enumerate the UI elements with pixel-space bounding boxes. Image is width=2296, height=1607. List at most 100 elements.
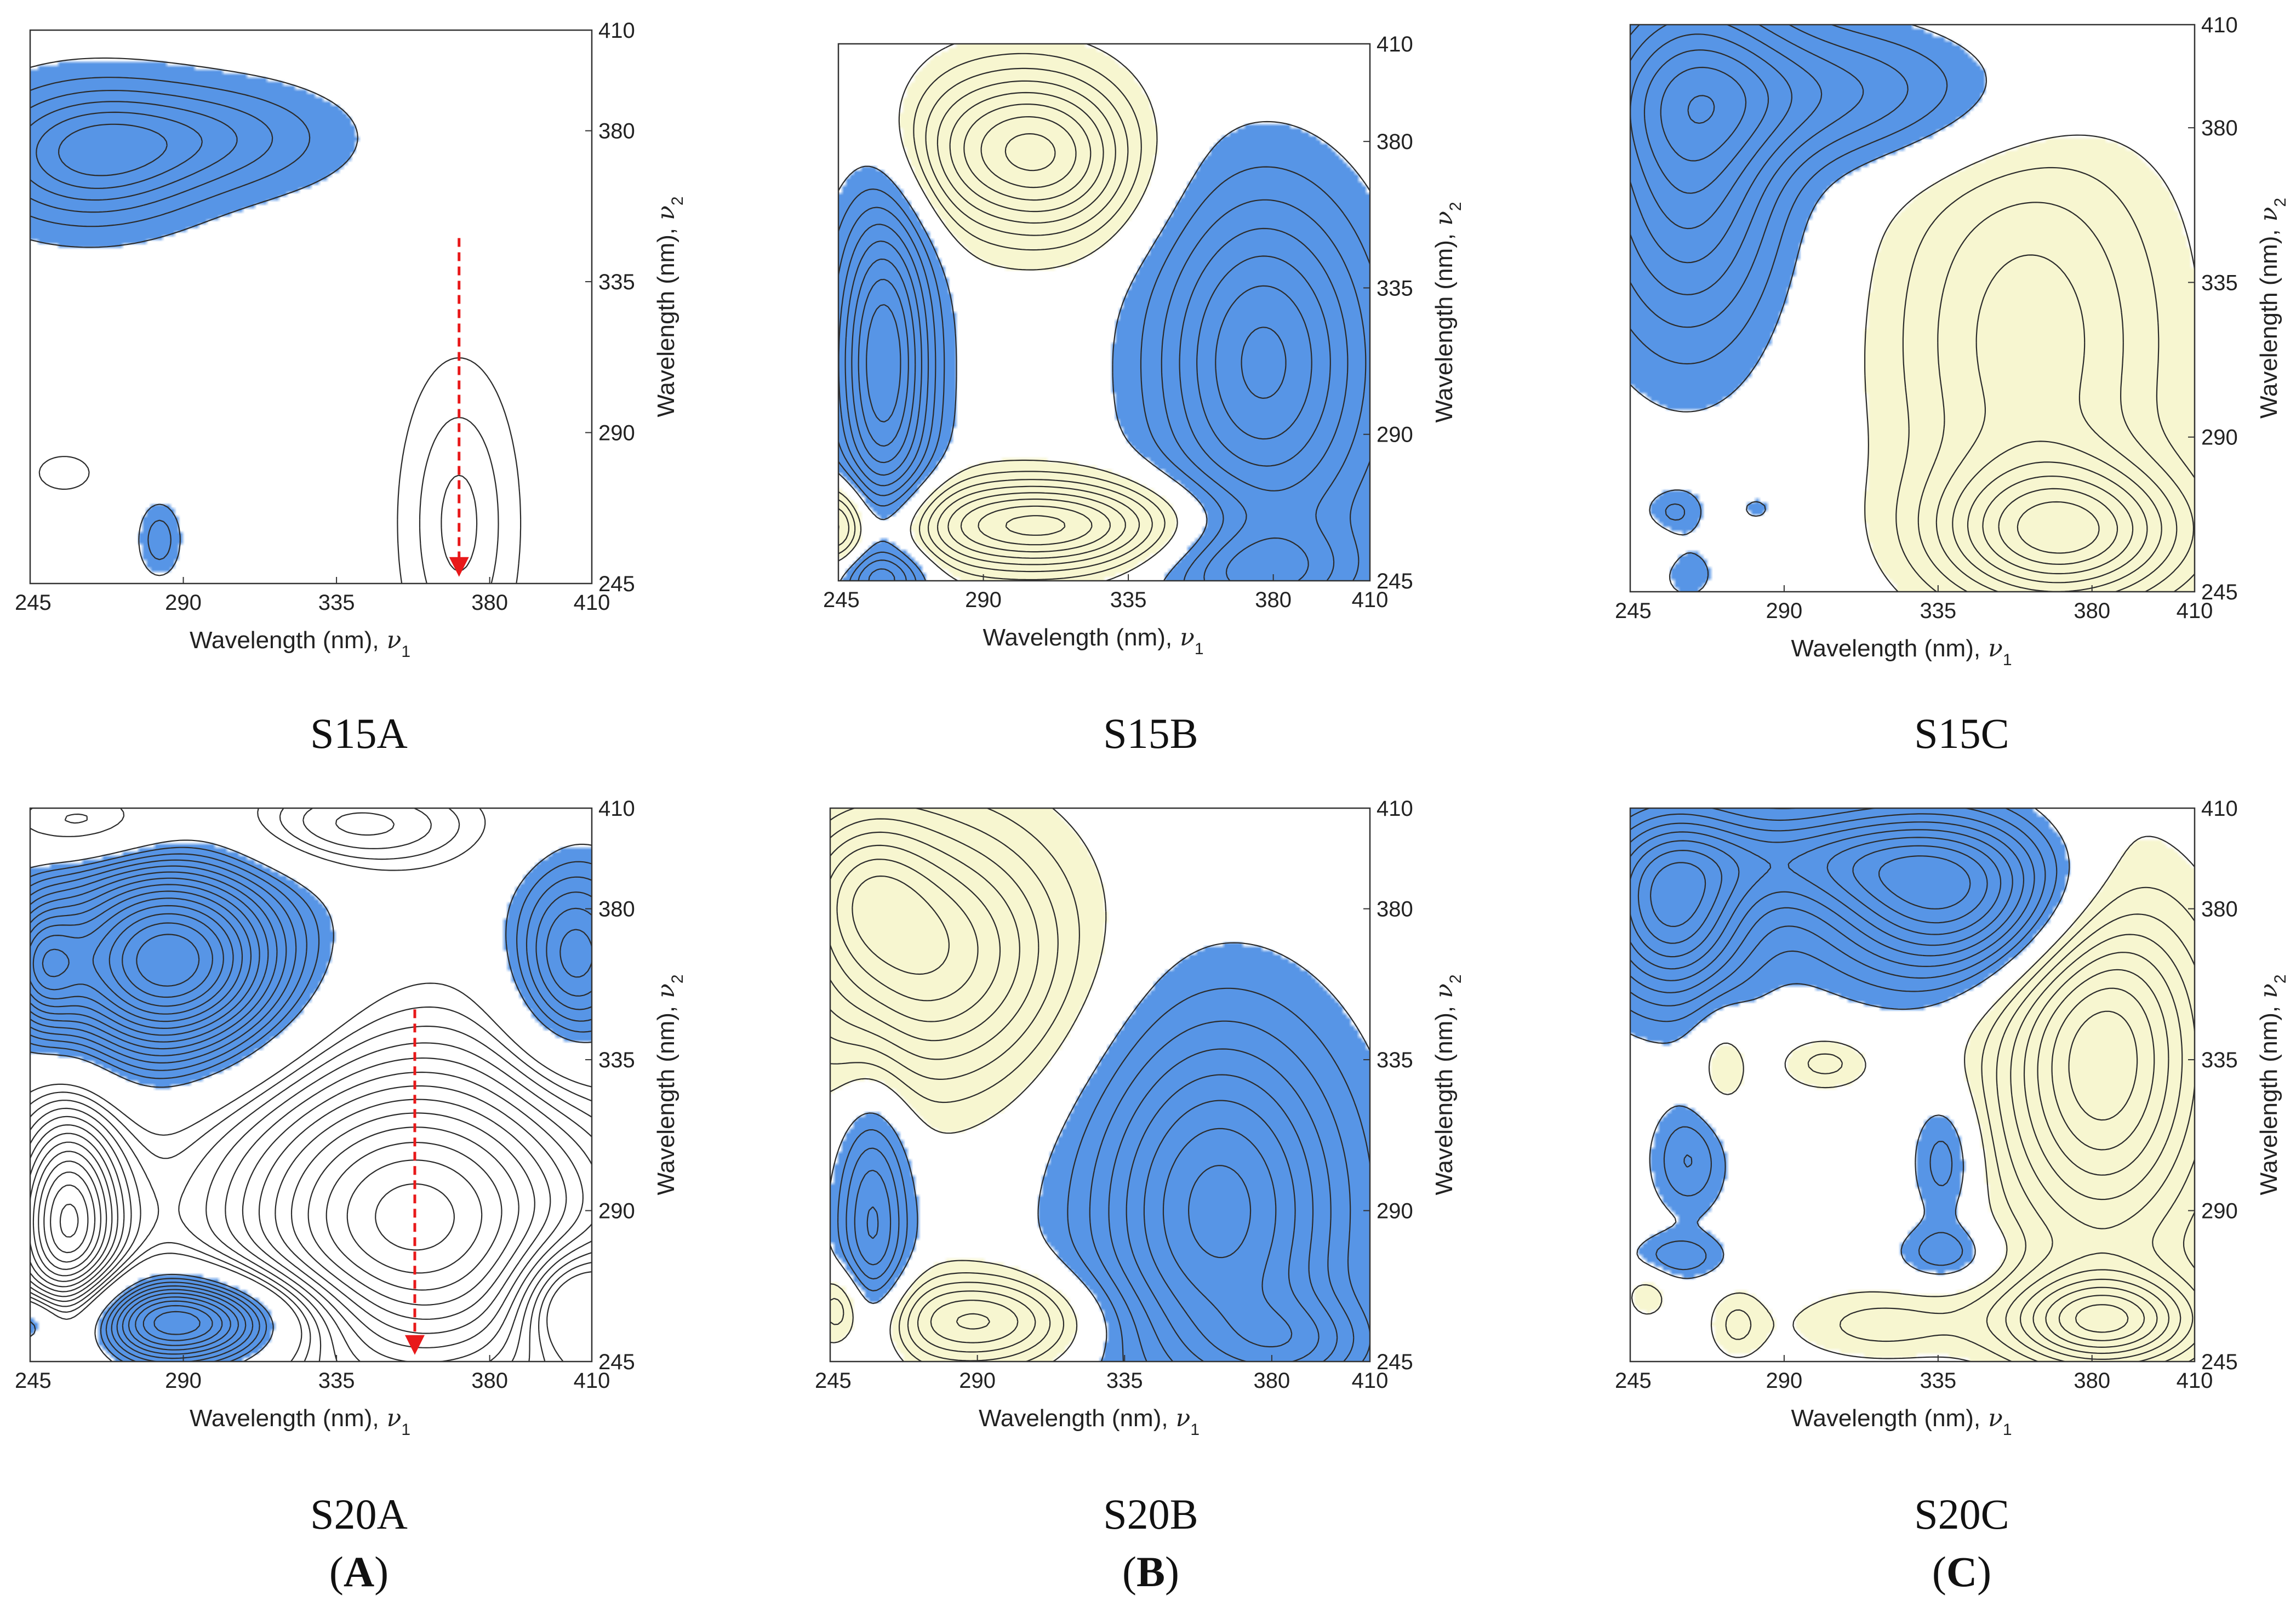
contour-line: [50, 1159, 483, 1274]
contour-line: [1660, 66, 1747, 162]
y-tick-label: 380: [2201, 897, 2238, 922]
y-tick-label: 245: [1377, 1350, 1413, 1374]
x-tick-label: 245: [15, 591, 52, 615]
panel-s20b: 245 290 335 380 410 410 380 335 290 245 Wavelength…: [815, 797, 1465, 1439]
contour-line: [838, 166, 1370, 581]
y-tick-label: 380: [1377, 897, 1413, 922]
y-axis-label: Wavelength (nm),ν2: [652, 196, 687, 417]
x-tick-label: 290: [959, 1369, 996, 1393]
y-tick-label: 410: [1377, 32, 1413, 56]
x-tick-label: 245: [823, 588, 860, 612]
red-arrow-head: [449, 557, 469, 577]
x-axis-label: Wavelength (nm), ν1: [1791, 1404, 2012, 1439]
plot-frame: [1629, 24, 2196, 593]
plot-frame: [29, 807, 593, 1363]
y-tick-label: 290: [598, 1199, 635, 1223]
y-tick-label: 410: [2201, 13, 2238, 37]
contour-line: [830, 942, 1370, 1362]
contour-line: [30, 808, 592, 1362]
y-tick-label: 245: [2201, 1350, 2238, 1374]
panel-s20c: 245 290 335 380 410 410 380 335 290 245 Wavelength…: [1615, 797, 2289, 1439]
contour-line: [1895, 167, 2195, 592]
y-tick-label: 245: [598, 1350, 635, 1374]
contour-line: [1982, 476, 2134, 575]
y-tick-label: 335: [598, 1048, 635, 1072]
x-tick-label: 380: [471, 1369, 508, 1393]
y-tick-label: 290: [2201, 426, 2238, 450]
panel-caption: S15C: [1914, 710, 2009, 757]
contour-line: [38, 357, 522, 584]
contour-fill: [830, 808, 1370, 1362]
contour-line: [851, 258, 1312, 464]
x-axis-label: Wavelength (nm), ν1: [190, 626, 410, 661]
x-tick-label: 410: [2177, 599, 2213, 623]
contour-line: [866, 304, 901, 423]
contour-line: [30, 812, 592, 1362]
y-tick-label: 290: [598, 421, 635, 445]
contour-line: [852, 875, 950, 975]
contour-line: [1162, 1128, 1293, 1348]
contour-line: [1630, 837, 2002, 958]
contour-line: [108, 913, 224, 1007]
y-tick-label: 290: [1377, 1199, 1413, 1223]
contour-line: [2045, 987, 2158, 1348]
x-tick-label: 380: [1255, 588, 1292, 612]
contour-line: [441, 474, 478, 572]
contour-line: [836, 859, 979, 1002]
contour-line: [1630, 821, 2025, 981]
contour-line: [1687, 95, 1715, 124]
contour-fill: [1630, 808, 2195, 1362]
y-tick-label: 380: [598, 897, 635, 922]
contour-line: [1864, 134, 2195, 592]
contour-line: [36, 111, 203, 189]
y-tick-label: 410: [598, 797, 635, 821]
y-tick-label: 410: [1377, 797, 1413, 821]
x-tick-label: 410: [574, 591, 610, 615]
plot-frame: [829, 807, 1371, 1363]
contour-line: [978, 116, 1093, 546]
x-tick-label: 335: [318, 591, 355, 615]
y-tick-label: 380: [1377, 130, 1413, 154]
contour-line: [30, 1099, 551, 1334]
contour-line: [1630, 25, 1909, 328]
y-tick-label: 380: [598, 119, 635, 144]
contour-line: [1004, 133, 1066, 536]
contour-fill: [838, 44, 1370, 581]
x-axis-label: Wavelength (nm), ν1: [1791, 634, 2012, 669]
x-tick-label: 335: [318, 1369, 355, 1393]
contour-line: [122, 922, 213, 998]
panel-s15a: 245 290 335 380 410 410 380 335 290 245 Wavelength…: [15, 19, 687, 661]
x-tick-label: 335: [1106, 1369, 1143, 1393]
contour-line: [838, 80, 1140, 565]
x-axis-label: Wavelength (nm), ν1: [983, 624, 1203, 658]
y-tick-label: 290: [1377, 423, 1413, 447]
x-tick-label: 380: [2074, 1369, 2110, 1393]
contour-line: [2032, 969, 2170, 1354]
contour-line: [1630, 829, 2013, 970]
x-tick-label: 290: [1766, 1369, 1803, 1393]
contour-line: [30, 865, 592, 1359]
contour-line: [30, 808, 592, 1362]
contour-line: [38, 1126, 519, 1306]
contour-fill: [1630, 25, 2195, 592]
red-arrow-head: [404, 1335, 425, 1355]
plot-frame: [29, 29, 593, 585]
contour-line: [846, 1020, 1370, 1362]
panel-caption: S20B: [1103, 1490, 1198, 1538]
panel-caption: S20C: [1914, 1490, 2009, 1538]
y-axis-label: Wavelength (nm),ν2: [652, 974, 687, 1195]
x-tick-label: 290: [1766, 599, 1803, 623]
contour-line: [1935, 254, 2178, 592]
group-label-b: (B): [1122, 1548, 1179, 1595]
contour-line: [2019, 952, 2183, 1360]
contour-line: [30, 871, 592, 1355]
contour-fill: [30, 30, 592, 584]
y-axis-label: Wavelength (nm),ν2: [2255, 974, 2289, 1195]
contour-line: [1631, 836, 2195, 1362]
y-axis-label: Wavelength (nm),ν2: [1430, 974, 1465, 1195]
contour-line: [43, 1142, 502, 1291]
panel-caption: S15A: [310, 710, 408, 757]
y-tick-label: 335: [2201, 271, 2238, 295]
x-tick-label: 290: [165, 1369, 202, 1393]
